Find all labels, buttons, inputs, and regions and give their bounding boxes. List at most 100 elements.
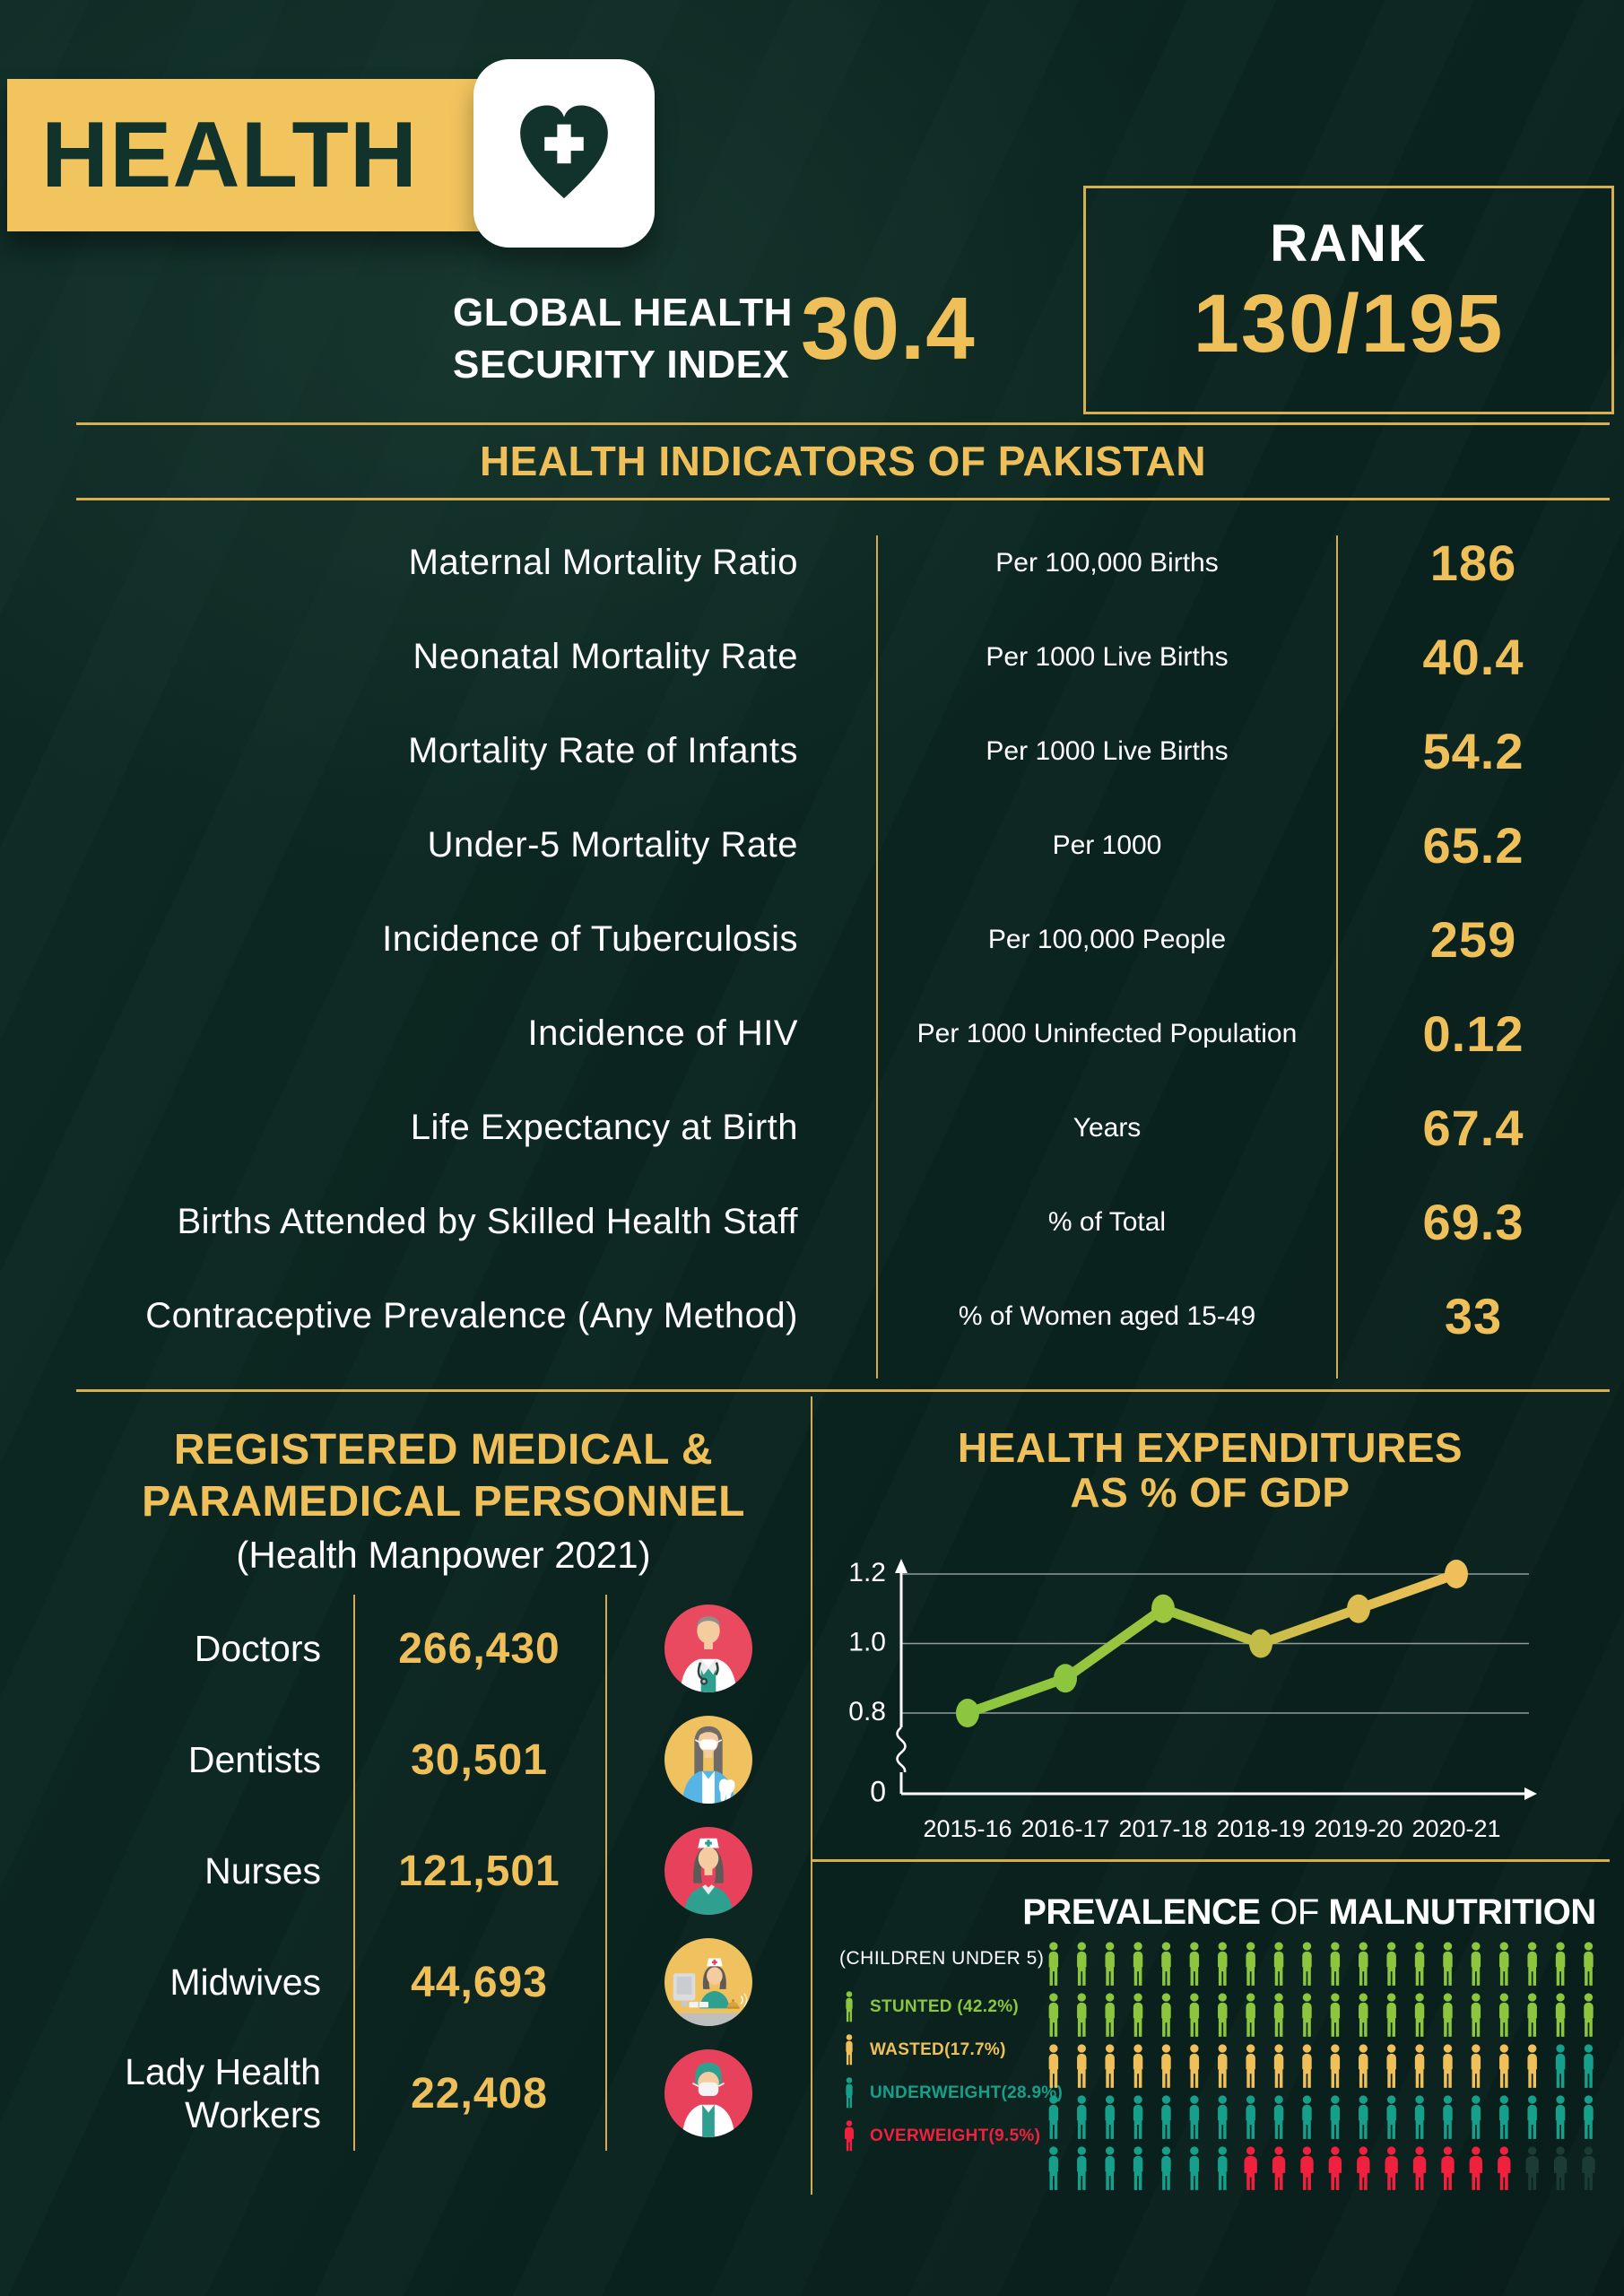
person-icon (1328, 2146, 1342, 2190)
person-icon (1161, 2044, 1171, 2088)
wasted-legend-icon (846, 2034, 853, 2066)
person-icon (1077, 2146, 1087, 2190)
legend-label: OVERWEIGHT(9.5%) (870, 2126, 1041, 2145)
person-icon (1273, 2044, 1284, 2088)
ghsi-label: GLOBAL HEALTH SECURITY INDEX (453, 287, 794, 391)
x-tick-label: 2020-21 (1411, 1815, 1500, 1842)
heart-plus-icon (520, 105, 608, 199)
page-title: HEALTH (41, 103, 419, 207)
divider-under-title (76, 498, 1610, 500)
malnutrition-title: PREVALENCE OF MALNUTRITION (1009, 1892, 1610, 1933)
indicator-unit: Per 1000 Uninfected Population (916, 1018, 1298, 1048)
person-icon (1471, 1993, 1481, 2037)
person-icon (1244, 2146, 1257, 2190)
x-axis-arrow-icon (1524, 1787, 1537, 1800)
ghsi-label-line1: GLOBAL HEALTH (453, 291, 793, 335)
indicator-value: 33 (1444, 1288, 1503, 1344)
person-icon (1443, 1993, 1453, 2037)
indicator-value: 0.12 (1422, 1005, 1524, 1062)
person-icon (1272, 2146, 1286, 2190)
person-icon (1499, 2044, 1509, 2088)
person-icon (1330, 2095, 1341, 2139)
personnel-title-line1: REGISTERED MEDICAL & (173, 1426, 714, 1474)
x-tick-label: 2015-16 (923, 1815, 1012, 1842)
person-icon (1359, 2044, 1368, 2088)
indicator-name: Births Attended by Skilled Health Staff (177, 1202, 798, 1241)
person-icon (1246, 1942, 1255, 1986)
personnel-count: 30,501 (411, 1735, 548, 1784)
malnutrition-subtitle: (CHILDREN UNDER 5) (839, 1948, 1045, 1969)
malnutrition-legend-item: WASTED(17.7%) (839, 2034, 1063, 2066)
person-icon (1302, 2044, 1312, 2088)
dentist-avatar (605, 1716, 811, 1804)
person-icon (1161, 2146, 1171, 2190)
person-icon (1105, 2095, 1115, 2139)
person-icon (1553, 2146, 1568, 2190)
person-icon (1330, 1993, 1341, 2037)
section-divider-vertical (811, 1396, 812, 2195)
person-icon (1246, 2044, 1255, 2088)
nurse-avatar-icon (664, 1827, 752, 1915)
person-icon (1302, 1993, 1312, 2037)
person-icon (1499, 1942, 1509, 1986)
personnel-label: Midwives (169, 1961, 321, 2003)
person-icon (1412, 2146, 1427, 2190)
malnutrition-title-part: MALNUTRITION (1328, 1892, 1596, 1932)
y-tick-label: 0.8 (848, 1697, 886, 1726)
indicator-name: Under-5 Mortality Rate (427, 825, 798, 865)
x-tick-label: 2016-17 (1020, 1815, 1109, 1842)
person-icon (1133, 2095, 1143, 2139)
midwife-avatar-icon (664, 1938, 752, 2026)
indicator-row: Contraceptive Prevalence (Any Method) % o… (76, 1269, 1610, 1363)
ghsi-label-line2: SECURITY INDEX (453, 343, 790, 387)
person-icon (1246, 1993, 1255, 2037)
person-icon (1273, 1993, 1284, 2037)
data-point (956, 1699, 979, 1727)
person-icon (846, 1991, 853, 2022)
person-icon (1414, 1942, 1425, 1986)
person-icon (1582, 2146, 1595, 2190)
indicator-name: Contraceptive Prevalence (Any Method) (145, 1296, 798, 1335)
malnutrition-legend-item: UNDERWEIGHT(28.9%) (839, 2077, 1063, 2109)
person-icon (1133, 1942, 1143, 1986)
person-icon (1077, 2095, 1087, 2139)
malnutrition-pictogram-grid (1048, 1942, 1595, 2190)
health-expenditure-line-chart: 0 0.8 1.0 1.2 2015-16 2016-17 2017-18 2018-19 20… (848, 1558, 1537, 1842)
data-point (1249, 1629, 1272, 1658)
personnel-row: Lady Health Workers 22,408 (76, 2038, 811, 2149)
health-heart-tile (473, 59, 655, 248)
person-icon (1077, 2044, 1087, 2088)
person-icon (1555, 2095, 1566, 2139)
person-icon (1189, 2146, 1200, 2190)
table-column-divider-1 (876, 535, 878, 1378)
indicator-row: Maternal Mortality Ratio Per 100,000 Birt… (76, 516, 1610, 610)
person-icon (1161, 1942, 1171, 1986)
person-icon (1527, 2095, 1537, 2139)
indicator-value: 186 (1429, 535, 1517, 591)
person-icon (1273, 1942, 1284, 1986)
indicator-value: 259 (1429, 911, 1517, 968)
person-icon (1499, 1993, 1509, 2037)
legend-label: STUNTED (42.2%) (870, 1996, 1020, 2016)
y-tick-label: 0 (870, 1775, 886, 1807)
indicator-value: 65.2 (1422, 817, 1524, 874)
y-axis-arrow-icon (895, 1559, 908, 1573)
person-icon (1584, 2095, 1594, 2139)
person-icon (1527, 1993, 1537, 2037)
person-icon (1584, 1993, 1594, 2037)
malnutrition-title-part: OF (1260, 1892, 1329, 1932)
indicator-row: Births Attended by Skilled Health Staff%… (76, 1175, 1610, 1269)
indicator-row: Under-5 Mortality Rate Per 1000 65.2 (76, 798, 1610, 892)
y-tick-label: 1.2 (848, 1558, 886, 1587)
data-point (1054, 1664, 1077, 1693)
person-icon (1385, 2146, 1398, 2190)
indicator-unit: % of Total (1047, 1206, 1167, 1237)
indicator-unit: Per 1000 (1052, 830, 1162, 860)
table-column-divider-2 (1336, 535, 1338, 1378)
person-icon (1300, 2146, 1314, 2190)
person-icon (1048, 2044, 1059, 2088)
personnel-row: Dentists 30,501 (76, 1704, 811, 1815)
person-icon (1443, 2044, 1453, 2088)
person-icon (1386, 2044, 1396, 2088)
personnel-label: Doctors (194, 1628, 321, 1669)
